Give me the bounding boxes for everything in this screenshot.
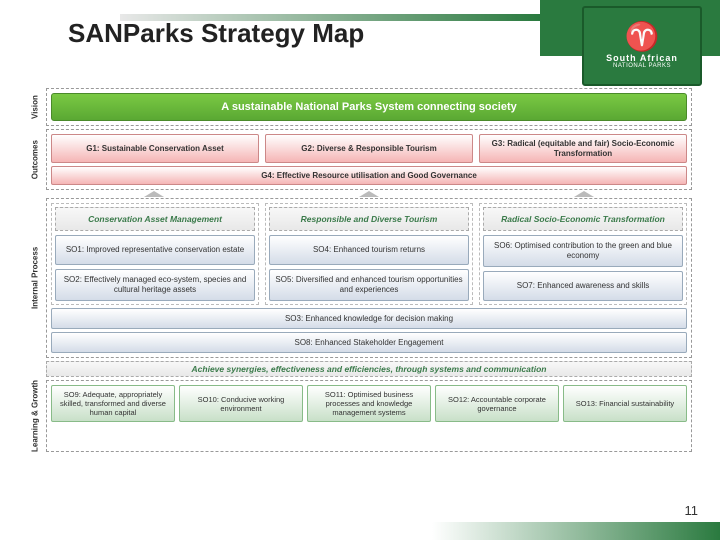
- arrow-icon: [574, 191, 594, 197]
- strategy-map: Vision A sustainable National Parks Syst…: [28, 88, 692, 498]
- so-12: SO12: Accountable corporate governance: [435, 385, 559, 422]
- pillar-head-3: Radical Socio-Economic Transformation: [483, 207, 683, 231]
- goal-g3: G3: Radical (equitable and fair) Socio-E…: [479, 134, 687, 163]
- pillar-head-2: Responsible and Diverse Tourism: [269, 207, 469, 231]
- so-6: SO6: Optimised contribution to the green…: [483, 235, 683, 267]
- learning-band: Learning & Growth SO9: Adequate, appropr…: [28, 380, 692, 452]
- pillar-col-2: Responsible and Diverse Tourism SO4: Enh…: [265, 203, 473, 305]
- goal-g2: G2: Diverse & Responsible Tourism: [265, 134, 473, 163]
- internal-band: Internal Process Conservation Asset Mana…: [28, 198, 692, 358]
- arrow-icon: [144, 191, 164, 197]
- footer-bar: [0, 522, 720, 540]
- arrow-icon: [359, 191, 379, 197]
- arrows-band: [28, 193, 692, 195]
- outcomes-band: Outcomes G1: Sustainable Conservation As…: [28, 129, 692, 190]
- so-3: SO3: Enhanced knowledge for decision mak…: [51, 308, 687, 329]
- logo-text-bottom: NATIONAL PARKS: [613, 63, 671, 69]
- kudu-icon: ♈: [625, 23, 660, 51]
- vision-band: Vision A sustainable National Parks Syst…: [28, 88, 692, 126]
- sanparks-logo: ♈ South African NATIONAL PARKS: [582, 6, 702, 86]
- so-5: SO5: Diversified and enhanced tourism op…: [269, 269, 469, 301]
- synergy-band: Achieve synergies, effectiveness and eff…: [28, 361, 692, 377]
- so-4: SO4: Enhanced tourism returns: [269, 235, 469, 265]
- pillar-col-1: Conservation Asset Management SO1: Impro…: [51, 203, 259, 305]
- so-8: SO8: Enhanced Stakeholder Engagement: [51, 332, 687, 353]
- synergy-statement: Achieve synergies, effectiveness and eff…: [46, 361, 692, 377]
- pillar-col-3: Radical Socio-Economic Transformation SO…: [479, 203, 687, 305]
- logo-text-top: South African: [606, 53, 678, 63]
- so-9: SO9: Adequate, appropriately skilled, tr…: [51, 385, 175, 422]
- row-label-outcomes: Outcomes: [28, 129, 42, 190]
- goal-g4: G4: Effective Resource utilisation and G…: [51, 166, 687, 185]
- so-1: SO1: Improved representative conservatio…: [55, 235, 255, 265]
- so-7: SO7: Enhanced awareness and skills: [483, 271, 683, 301]
- goal-g1: G1: Sustainable Conservation Asset: [51, 134, 259, 163]
- so-13: SO13: Financial sustainability: [563, 385, 687, 422]
- row-label-learning: Learning & Growth: [28, 380, 42, 452]
- so-10: SO10: Conducive working environment: [179, 385, 303, 422]
- row-label-vision: Vision: [28, 88, 42, 126]
- page-title: SANParks Strategy Map: [68, 18, 364, 49]
- page-number: 11: [685, 503, 699, 518]
- pillar-head-1: Conservation Asset Management: [55, 207, 255, 231]
- so-11: SO11: Optimised business processes and k…: [307, 385, 431, 422]
- row-label-internal: Internal Process: [28, 198, 42, 358]
- so-2: SO2: Effectively managed eco-system, spe…: [55, 269, 255, 301]
- vision-statement: A sustainable National Parks System conn…: [51, 93, 687, 121]
